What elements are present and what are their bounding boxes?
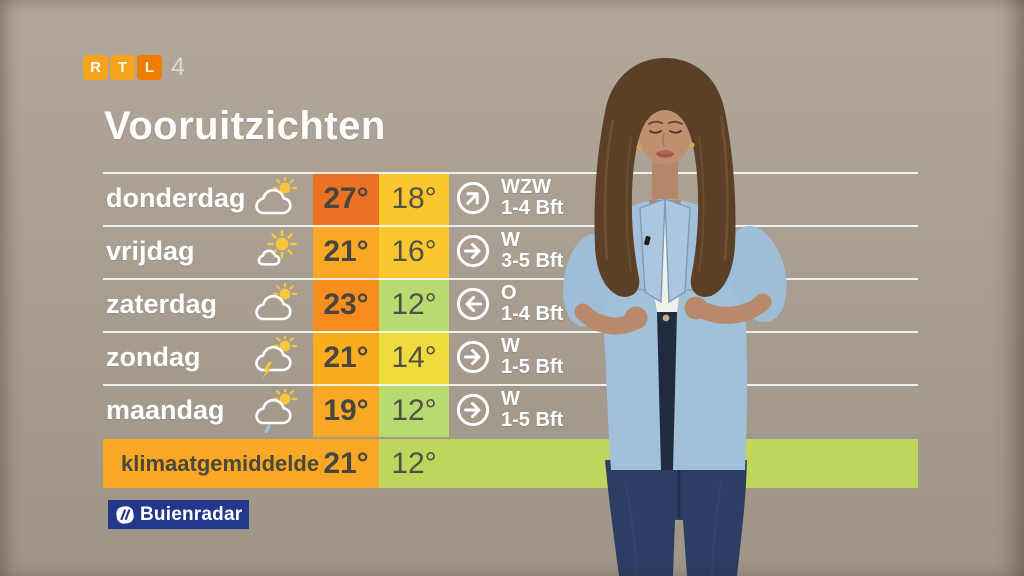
table-row: vrijdag 21° 16° W 3-5 Bft [103, 225, 918, 278]
min-temperature: 14° [379, 331, 449, 384]
min-temperature: 18° [379, 172, 449, 225]
sun-behind-cloud-icon [251, 283, 297, 327]
provider-name: Buienradar [140, 503, 243, 525]
sun-cloud-lightning-icon [251, 336, 297, 380]
wind-info: O 1-4 Bft [501, 283, 563, 325]
wind-direction: WZW [501, 176, 551, 198]
presenter-hands [574, 293, 772, 335]
min-temperature: 12° [379, 278, 449, 331]
row-separator [103, 331, 918, 333]
wind-info: W 3-5 Bft [501, 230, 563, 272]
day-label: zaterdag [106, 289, 218, 319]
wind-direction: W [501, 229, 520, 251]
day-label: zondag [106, 342, 201, 372]
table-row: zondag 21° 14° W 1-5 Bft [103, 331, 918, 384]
buienradar-logo: Buienradar [108, 500, 249, 529]
row-separator [103, 384, 918, 386]
wind-direction-icon [455, 233, 491, 269]
channel-number: 4 [171, 53, 185, 81]
wind-force: 3-5 Bft [501, 250, 564, 272]
max-temperature: 19° [313, 384, 379, 437]
min-temperature: 12° [379, 384, 449, 437]
presenter-blazer [563, 197, 787, 470]
presenter-hair [594, 58, 736, 297]
wind-info: W 1-5 Bft [501, 336, 563, 378]
sun-behind-cloud-icon [251, 177, 297, 221]
row-separator [103, 278, 918, 280]
wind-direction-icon [448, 173, 499, 224]
wind-force: 1-4 Bft [501, 197, 564, 219]
climate-min-temperature: 12° [391, 447, 437, 480]
row-separator [103, 225, 918, 227]
max-temperature: 21° [313, 225, 379, 278]
wind-direction: W [501, 335, 520, 357]
climate-label: klimaatgemiddelde [121, 451, 320, 476]
wind-direction-icon [455, 392, 491, 428]
buienradar-icon [116, 505, 134, 524]
wind-force: 1-5 Bft [501, 356, 564, 378]
earring-right [689, 142, 695, 148]
rtl4-logo: R T L 4 [83, 53, 185, 82]
table-row: donderdag 27° 18° WZW 1-4 Bft [103, 172, 918, 225]
table-row: maandag 19° 12° W 1-5 Bft [103, 384, 918, 437]
presenter [535, 50, 825, 576]
wind-direction-icon [455, 339, 491, 375]
wind-force: 1-5 Bft [501, 409, 564, 431]
page-title: Vooruitzichten [104, 104, 386, 148]
rtl-logo-block-l: L [137, 55, 162, 80]
clip-microphone [644, 235, 651, 246]
wind-force: 1-4 Bft [501, 303, 564, 325]
max-temperature: 27° [313, 172, 379, 225]
max-temperature: 21° [313, 331, 379, 384]
day-label: maandag [106, 395, 225, 425]
wind-direction-icon [455, 286, 491, 322]
wind-direction: O [501, 282, 517, 304]
sun-with-small-cloud-icon [251, 230, 297, 274]
climate-max-temperature: 21° [323, 447, 369, 480]
wind-info: WZW 1-4 Bft [501, 177, 563, 219]
presenter-jeans [605, 460, 747, 576]
rtl-logo-block-t: T [110, 55, 135, 80]
day-label: vrijdag [106, 236, 195, 266]
day-label: donderdag [106, 183, 246, 213]
wind-direction: W [501, 388, 520, 410]
blazer-button [662, 314, 670, 322]
max-temperature: 23° [313, 278, 379, 331]
wind-info: W 1-5 Bft [501, 389, 563, 431]
sun-cloud-raindrop-icon [251, 389, 297, 433]
earring-left [636, 144, 642, 150]
table-row: zaterdag 23° 12° O 1-4 Bft [103, 278, 918, 331]
row-separator [103, 172, 918, 174]
rtl-logo-block-r: R [83, 55, 108, 80]
min-temperature: 16° [379, 225, 449, 278]
climate-orange-band [103, 439, 379, 488]
